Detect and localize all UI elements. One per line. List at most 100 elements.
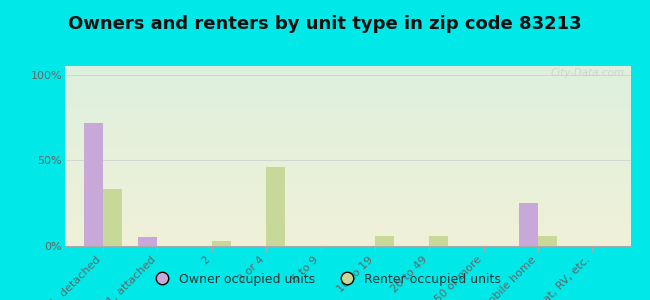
Bar [519, 203, 538, 246]
Bar [65, 131, 630, 133]
Bar [65, 226, 630, 228]
Bar [65, 232, 630, 233]
Bar [65, 98, 630, 100]
Bar [65, 107, 630, 109]
Bar [65, 170, 630, 172]
Bar [65, 154, 630, 156]
Bar [375, 236, 394, 246]
Bar [65, 178, 630, 179]
Bar [65, 89, 630, 91]
Bar [65, 205, 630, 206]
Bar [65, 208, 630, 210]
Bar [65, 190, 630, 192]
Bar [65, 136, 630, 138]
Bar [103, 189, 122, 246]
Bar [65, 169, 630, 170]
Bar [65, 124, 630, 125]
Bar [65, 134, 630, 136]
Bar [65, 183, 630, 185]
Bar [429, 236, 448, 246]
Bar [65, 79, 630, 80]
Bar [65, 73, 630, 75]
Bar [65, 109, 630, 111]
Bar [65, 242, 630, 244]
Bar [65, 91, 630, 93]
Bar [65, 199, 630, 201]
Bar [65, 228, 630, 230]
Bar [65, 75, 630, 77]
Bar [65, 97, 630, 98]
Bar [65, 71, 630, 73]
Bar [65, 160, 630, 161]
Bar [65, 156, 630, 158]
Bar [65, 219, 630, 221]
Bar [65, 230, 630, 232]
Bar [65, 185, 630, 187]
Bar [65, 194, 630, 196]
Bar [65, 239, 630, 241]
Bar [65, 167, 630, 169]
Bar [65, 172, 630, 174]
Bar [65, 84, 630, 86]
Bar [65, 188, 630, 190]
Bar [65, 66, 630, 68]
Bar [65, 82, 630, 84]
Bar [65, 77, 630, 79]
Bar [65, 102, 630, 104]
Bar [65, 241, 630, 242]
Bar [65, 122, 630, 124]
Bar [65, 237, 630, 239]
Bar [65, 187, 630, 188]
Bar [65, 223, 630, 224]
Bar [65, 95, 630, 97]
Bar [65, 176, 630, 178]
Bar [138, 237, 157, 246]
Bar [65, 147, 630, 149]
Bar [65, 118, 630, 120]
Bar [65, 196, 630, 197]
Bar [65, 214, 630, 215]
Bar [65, 125, 630, 127]
Bar [65, 212, 630, 214]
Bar [65, 143, 630, 145]
Bar [65, 224, 630, 226]
Bar [65, 221, 630, 223]
Bar [65, 100, 630, 102]
Bar [65, 129, 630, 131]
Bar [65, 111, 630, 113]
Bar [65, 116, 630, 118]
Bar [65, 113, 630, 115]
Bar [65, 163, 630, 165]
Bar [84, 123, 103, 246]
Bar [65, 235, 630, 237]
Bar [65, 86, 630, 88]
Bar [65, 158, 630, 160]
Bar [65, 140, 630, 142]
Bar [65, 120, 630, 122]
Bar [65, 244, 630, 246]
Bar [65, 215, 630, 217]
Bar [65, 233, 630, 235]
Bar [65, 203, 630, 205]
Bar [65, 217, 630, 219]
Bar [65, 145, 630, 147]
Bar [65, 201, 630, 203]
Bar [65, 206, 630, 208]
Bar [538, 236, 557, 246]
Text: Owners and renters by unit type in zip code 83213: Owners and renters by unit type in zip c… [68, 15, 582, 33]
Bar [65, 165, 630, 167]
Legend: Owner occupied units, Renter occupied units: Owner occupied units, Renter occupied un… [144, 268, 506, 291]
Bar [65, 192, 630, 194]
Text: City-Data.com: City-Data.com [551, 68, 625, 78]
Bar [65, 106, 630, 107]
Bar [65, 179, 630, 181]
Bar [65, 70, 630, 71]
Bar [65, 138, 630, 140]
Bar [65, 161, 630, 163]
Bar [65, 174, 630, 176]
Bar [65, 210, 630, 212]
Bar [65, 88, 630, 89]
Bar [65, 115, 630, 116]
Bar [65, 133, 630, 134]
Bar [65, 104, 630, 106]
